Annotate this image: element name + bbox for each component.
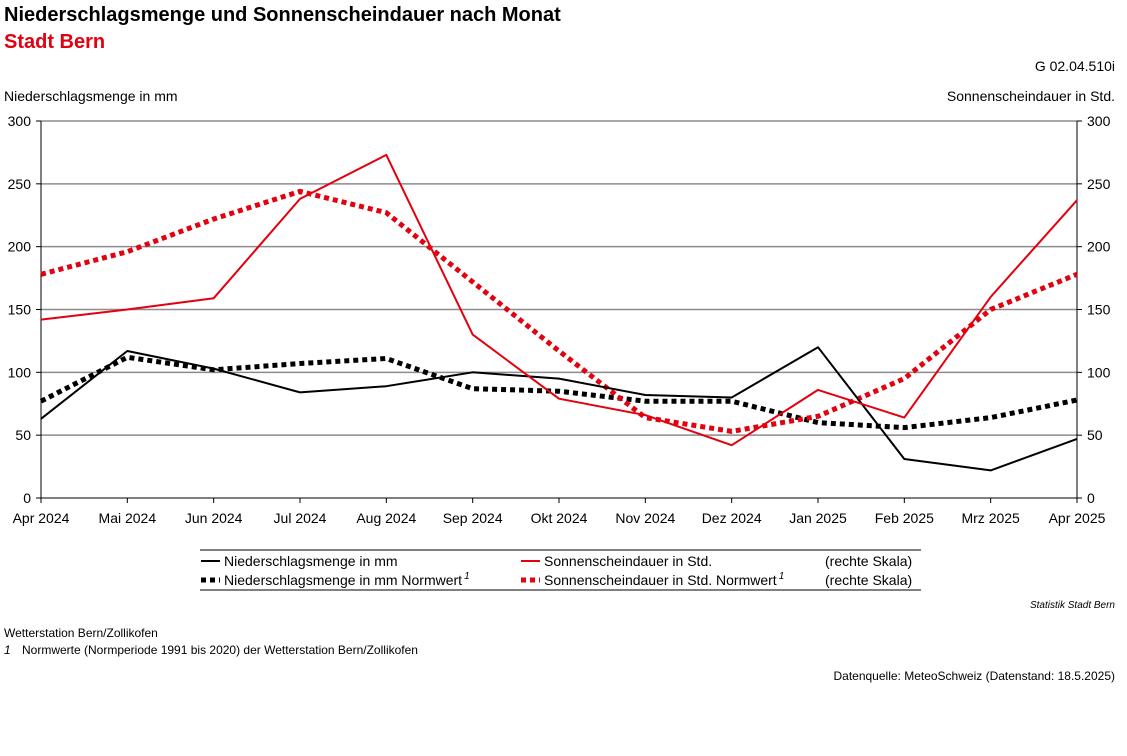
- y2-tick-label: 150: [1087, 302, 1111, 318]
- x-tick-label: Jul 2024: [274, 510, 327, 526]
- x-tick-label: Mrz 2025: [961, 510, 1020, 526]
- legend-name: Niederschlagsmenge in mm Normwert: [224, 572, 462, 588]
- y-tick-label: 300: [8, 113, 32, 129]
- legend-name: Sonnenscheindauer in Std.: [544, 553, 712, 569]
- series-line-0: [40, 346, 1078, 472]
- footnote-marker: 1: [4, 643, 11, 657]
- x-tick-label: Apr 2024: [13, 510, 70, 526]
- legend-name: Niederschlagsmenge in mm: [224, 553, 398, 569]
- y2-tick-label: 250: [1087, 176, 1111, 192]
- series-lines: [39, 153, 1078, 472]
- y2-tick-label: 200: [1087, 239, 1111, 255]
- y-tick-label: 250: [8, 176, 32, 192]
- x-tick-label: Aug 2024: [356, 510, 416, 526]
- x-tick-label: Nov 2024: [615, 510, 675, 526]
- legend-name: Sonnenscheindauer in Std. Normwert: [544, 572, 777, 588]
- axes: 0 0 50 50 100 100 150 150 200 200 250 250 300 300 Apr …: [8, 113, 1111, 526]
- legend-superscript: 1: [464, 571, 470, 582]
- y-axis-right-label: Sonnenscheindauer in Std.: [946, 88, 1115, 104]
- series-line-3: [40, 188, 1078, 434]
- credit-text: Statistik Stadt Bern: [1029, 600, 1115, 611]
- grid-lines: [41, 120, 1077, 436]
- legend-label-3: Sonnenscheindauer in Std. Normwert 1: [544, 571, 784, 588]
- x-tick-label: Mai 2024: [99, 510, 157, 526]
- y-tick-label: 50: [15, 427, 31, 443]
- x-tick-label: Dez 2024: [702, 510, 762, 526]
- y-tick-label: 0: [23, 490, 31, 506]
- x-tick-label: Okt 2024: [531, 510, 588, 526]
- x-tick-label: Jan 2025: [789, 510, 847, 526]
- legend-note-1: (rechte Skala): [825, 553, 912, 569]
- x-tick-label: Feb 2025: [875, 510, 934, 526]
- y2-tick-label: 50: [1087, 427, 1103, 443]
- legend-label-0: Niederschlagsmenge in mm: [224, 553, 398, 569]
- data-source: Datenquelle: MeteoSchweiz (Datenstand: 1…: [833, 669, 1115, 683]
- line-chart: 0 0 50 50 100 100 150 150 200 200 250 250 300 300 Apr …: [8, 113, 1111, 591]
- legend-superscript: 1: [779, 571, 785, 582]
- legend-note-3: (rechte Skala): [825, 572, 912, 588]
- station-note: Wetterstation Bern/Zollikofen: [4, 626, 158, 640]
- x-tick-label: Sep 2024: [443, 510, 503, 526]
- y2-tick-label: 0: [1087, 490, 1095, 506]
- chart-subtitle: Stadt Bern: [4, 31, 106, 53]
- legend: Niederschlagsmenge in mm Sonnenscheindaue…: [200, 549, 921, 591]
- series-line-1: [40, 153, 1078, 447]
- y-tick-label: 100: [8, 364, 32, 380]
- y-tick-label: 150: [8, 302, 32, 318]
- y-axis-left-label: Niederschlagsmenge in mm: [4, 88, 178, 104]
- series-line-2: [39, 354, 1078, 431]
- chart-code: G 02.04.510i: [1034, 58, 1115, 74]
- x-tick-label: Jun 2024: [185, 510, 243, 526]
- chart-title: Niederschlagsmenge und Sonnenscheindauer…: [4, 4, 561, 26]
- footnote-text: Normwerte (Normperiode 1991 bis 2020) de…: [22, 643, 418, 657]
- y2-tick-label: 100: [1087, 364, 1111, 380]
- y2-tick-label: 300: [1087, 113, 1111, 129]
- legend-label-2: Niederschlagsmenge in mm Normwert 1: [224, 571, 470, 588]
- x-tick-label: Apr 2025: [1049, 510, 1106, 526]
- footnote: 1 Normwerte (Normperiode 1991 bis 2020) d…: [4, 643, 418, 657]
- y-tick-label: 200: [8, 239, 32, 255]
- legend-label-1: Sonnenscheindauer in Std.: [544, 553, 712, 569]
